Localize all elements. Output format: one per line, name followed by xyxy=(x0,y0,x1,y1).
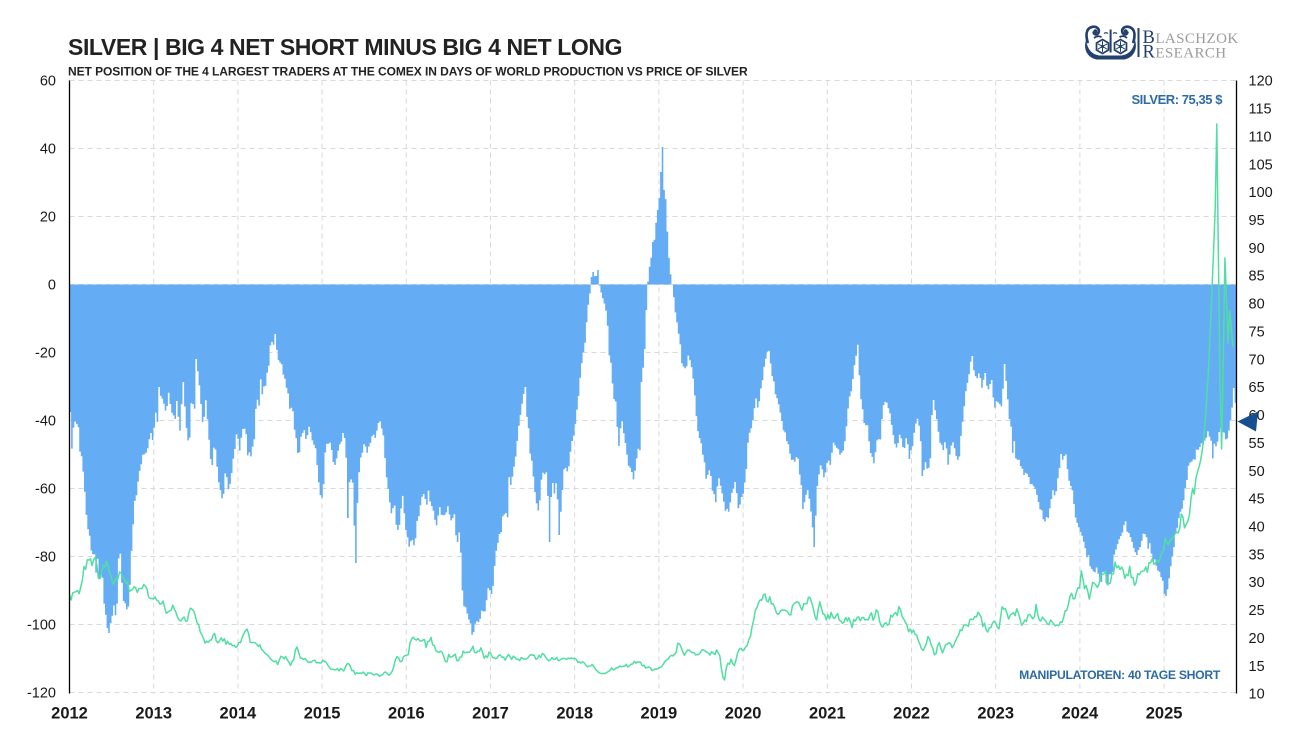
svg-text:0: 0 xyxy=(48,278,56,294)
svg-text:30: 30 xyxy=(1249,575,1265,591)
svg-text:95: 95 xyxy=(1249,213,1265,229)
svg-text:-80: -80 xyxy=(35,550,56,566)
svg-text:115: 115 xyxy=(1249,102,1272,118)
svg-text:2024: 2024 xyxy=(1062,705,1100,723)
svg-text:15: 15 xyxy=(1249,659,1265,675)
svg-text:2021: 2021 xyxy=(809,705,846,723)
svg-text:2012: 2012 xyxy=(51,705,88,723)
svg-text:-120: -120 xyxy=(27,686,56,702)
svg-text:90: 90 xyxy=(1249,241,1265,257)
svg-text:80: 80 xyxy=(1249,297,1265,313)
svg-text:-40: -40 xyxy=(35,414,56,430)
svg-text:45: 45 xyxy=(1249,492,1265,508)
svg-text:-20: -20 xyxy=(35,346,56,362)
svg-text:25: 25 xyxy=(1249,603,1265,619)
svg-text:10: 10 xyxy=(1249,687,1265,703)
svg-text:2019: 2019 xyxy=(641,705,678,723)
svg-text:60: 60 xyxy=(40,74,56,90)
svg-text:2016: 2016 xyxy=(388,705,425,723)
svg-text:2014: 2014 xyxy=(220,705,258,723)
svg-text:2018: 2018 xyxy=(556,705,593,723)
svg-text:35: 35 xyxy=(1249,547,1265,563)
svg-text:70: 70 xyxy=(1249,352,1265,368)
svg-text:-60: -60 xyxy=(35,482,56,498)
svg-text:40: 40 xyxy=(40,142,56,158)
svg-text:100: 100 xyxy=(1249,185,1273,201)
svg-text:2025: 2025 xyxy=(1146,705,1183,723)
svg-text:2020: 2020 xyxy=(725,705,762,723)
svg-text:2022: 2022 xyxy=(893,705,930,723)
svg-text:2017: 2017 xyxy=(472,705,509,723)
svg-text:110: 110 xyxy=(1249,129,1272,145)
svg-text:120: 120 xyxy=(1249,74,1273,90)
svg-text:105: 105 xyxy=(1249,157,1273,173)
svg-text:2023: 2023 xyxy=(977,705,1014,723)
svg-text:MANIPULATOREN: 40 TAGE SHORT: MANIPULATOREN: 40 TAGE SHORT xyxy=(1019,668,1221,682)
svg-text:75: 75 xyxy=(1249,325,1265,341)
svg-text:2013: 2013 xyxy=(135,705,172,723)
svg-text:40: 40 xyxy=(1249,520,1265,536)
svg-text:BLASCHZOK: BLASCHZOK xyxy=(1143,28,1239,48)
svg-text:50: 50 xyxy=(1249,464,1265,480)
svg-text:SILVER: 75,35 $: SILVER: 75,35 $ xyxy=(1131,92,1223,107)
svg-text:2015: 2015 xyxy=(304,705,341,723)
svg-text:-100: -100 xyxy=(27,618,56,634)
svg-text:NET POSITION OF THE 4 LARGEST: NET POSITION OF THE 4 LARGEST TRADERS AT… xyxy=(68,65,748,79)
svg-text:55: 55 xyxy=(1249,436,1265,452)
svg-text:20: 20 xyxy=(1249,631,1265,647)
svg-text:SILVER | BIG 4 NET SHORT MINUS: SILVER | BIG 4 NET SHORT MINUS BIG 4 NET… xyxy=(68,34,622,60)
svg-text:85: 85 xyxy=(1249,269,1265,285)
svg-text:65: 65 xyxy=(1249,380,1265,396)
svg-text:RESEARCH: RESEARCH xyxy=(1143,43,1227,63)
svg-text:20: 20 xyxy=(40,210,56,226)
